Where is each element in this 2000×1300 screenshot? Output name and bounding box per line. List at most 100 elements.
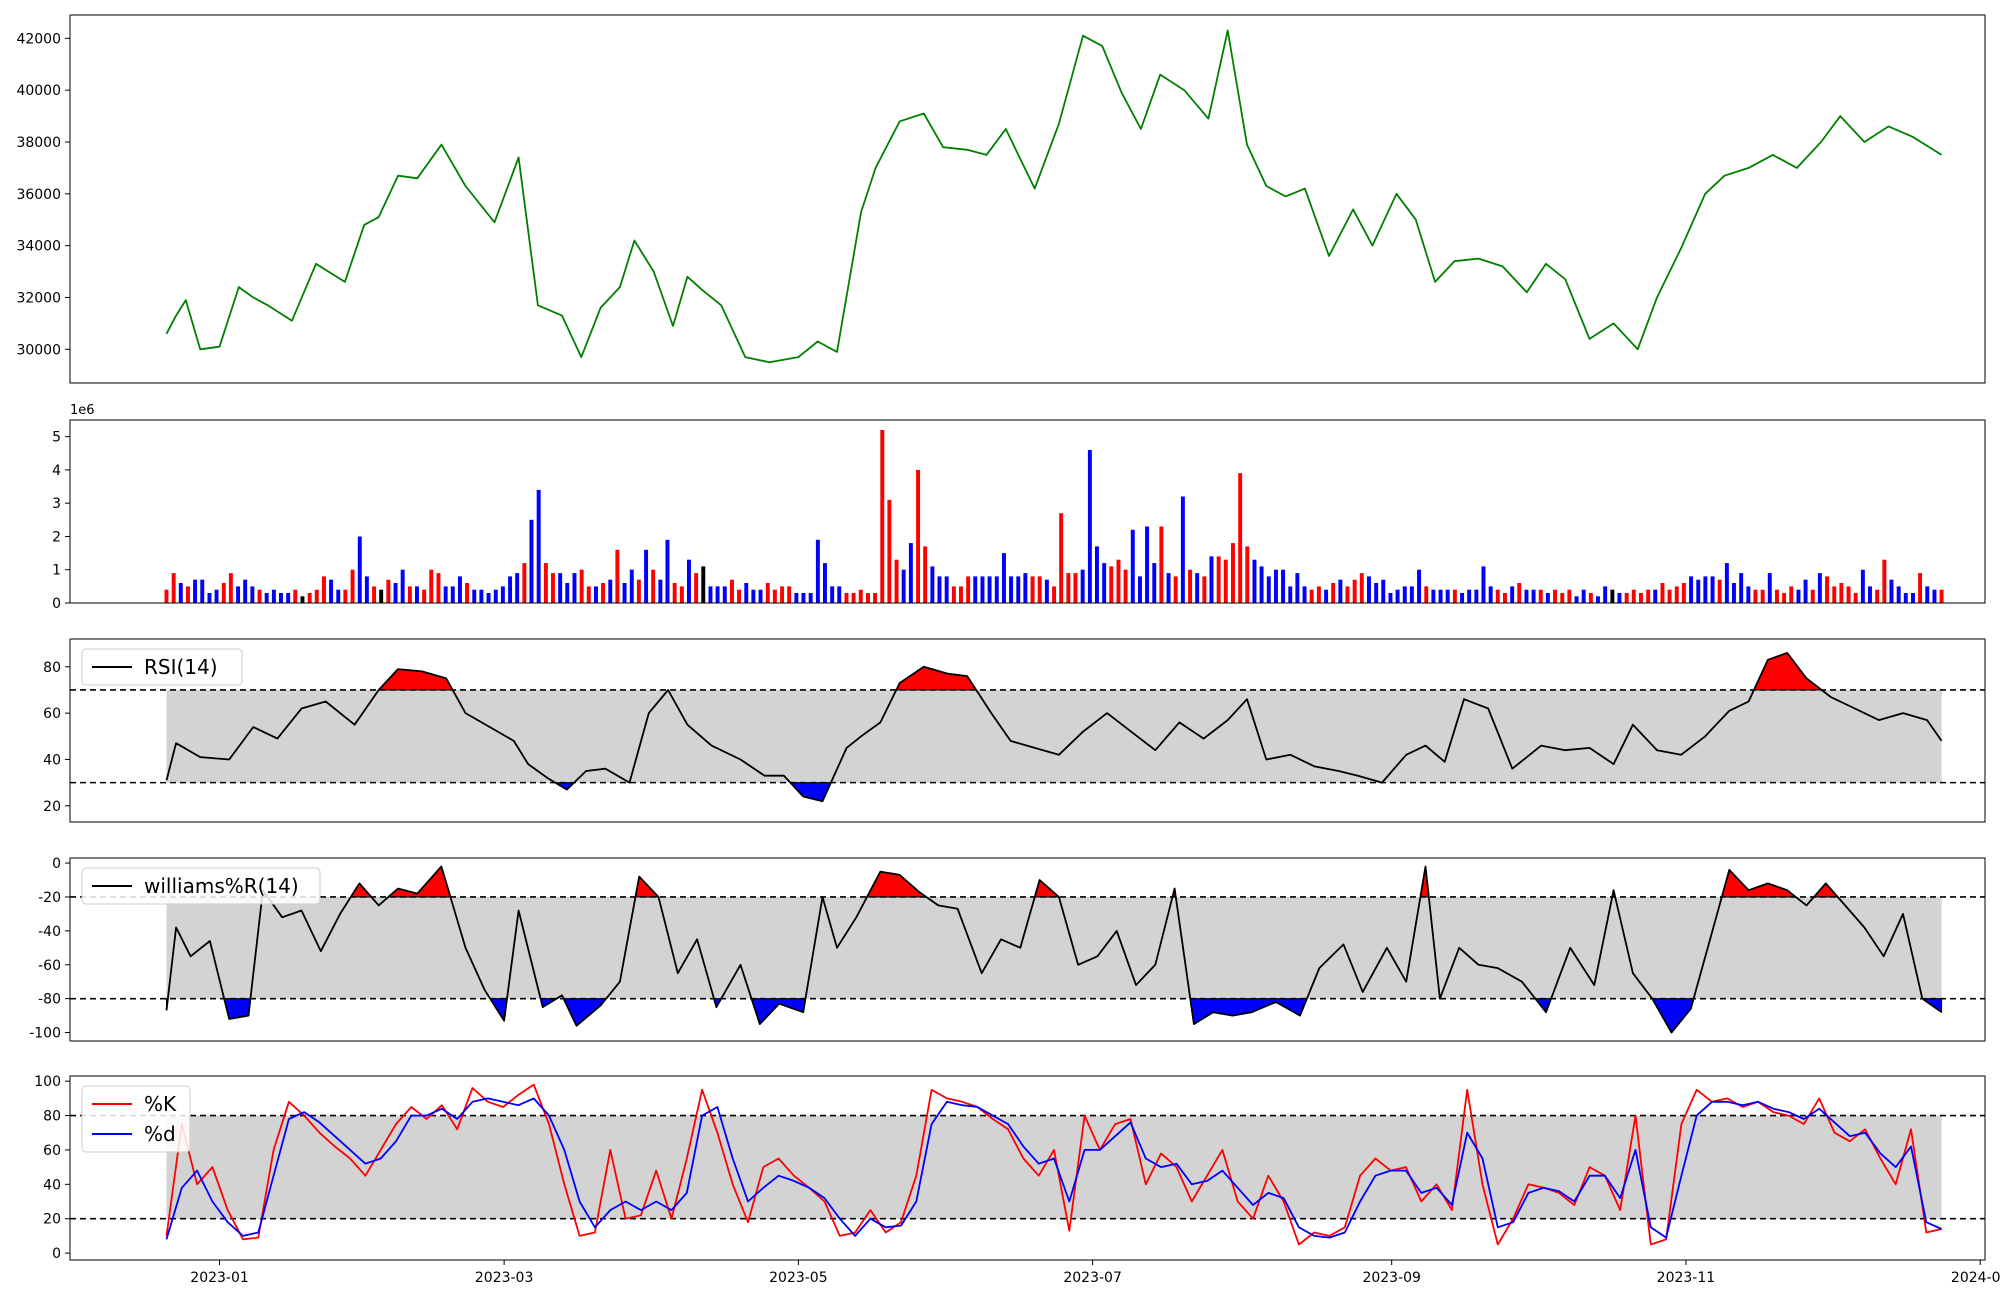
volume-bar [250, 586, 255, 603]
volume-bar [465, 583, 470, 603]
stochastic-axis-ytick-label: 80 [43, 1109, 61, 1125]
rsi-panel-frame [69, 638, 1986, 823]
volume-bar [586, 586, 591, 603]
stochastic-axis-ytick-label: 40 [43, 1177, 61, 1193]
williams-oversold-fill [750, 998, 807, 1026]
volume-bar [1803, 579, 1808, 603]
volume-bar [1868, 586, 1872, 603]
volume-bar [830, 586, 835, 603]
volume-bar [1932, 589, 1937, 603]
volume-bar [1925, 586, 1930, 603]
rsi-legend-label: RSI(14) [144, 655, 218, 679]
volume-bar [615, 549, 620, 603]
volume-bar [364, 576, 369, 603]
volume-bar [1703, 576, 1708, 603]
volume-bar [1603, 586, 1608, 603]
volume-bar [1689, 576, 1694, 603]
volume-bar [1295, 573, 1300, 603]
volume-bar [1359, 573, 1364, 603]
x-axis-tick-label: 2023-11 [1657, 1270, 1716, 1286]
volume-bar [801, 593, 806, 603]
volume-axis-ytick-label: 3 [52, 496, 61, 512]
volume-bar [400, 569, 405, 603]
volume-bar [493, 589, 498, 603]
volume-bar [458, 576, 462, 603]
volume-bar [1180, 496, 1185, 603]
volume-bar [486, 593, 491, 603]
volume-bar [1782, 593, 1787, 603]
rsi-axis-ytick-label: 20 [43, 799, 61, 815]
volume-bar [500, 586, 505, 603]
williams-legend-label: williams%R(14) [144, 874, 299, 898]
volume-bar [1495, 589, 1500, 603]
volume-bar [386, 579, 391, 603]
volume-bar [1517, 583, 1522, 603]
volume-bar [1739, 573, 1744, 603]
volume-bar [844, 593, 849, 603]
volume-bar [594, 586, 598, 603]
x-axis-tick-label: 2023-03 [475, 1270, 534, 1286]
volume-bar [1409, 586, 1414, 603]
volume-bar [1431, 589, 1436, 603]
volume-bar [608, 579, 613, 603]
volume-bar [1617, 593, 1622, 603]
volume-bar [415, 586, 419, 603]
volume-bar [228, 573, 233, 603]
volume-bar [186, 586, 190, 603]
volume-bar [1424, 586, 1429, 603]
volume-bar [1388, 593, 1393, 603]
volume-bar [1095, 546, 1099, 603]
volume-bar [508, 576, 513, 603]
volume-bar [1309, 589, 1314, 603]
price-axis-ytick-label: 34000 [16, 239, 61, 255]
volume-bar [1138, 576, 1142, 603]
volume-bar [1145, 526, 1150, 603]
stochastic-legend-d-label: %d [144, 1122, 176, 1146]
volume-bar [429, 569, 434, 603]
volume-bar [171, 573, 176, 603]
volume-bar [1545, 593, 1550, 603]
volume-bar [1939, 589, 1944, 603]
volume-bar [887, 499, 892, 603]
volume-bar [529, 519, 534, 603]
volume-bar [1796, 589, 1801, 603]
volume-bar [1825, 576, 1830, 603]
volume-bar [636, 579, 641, 603]
volume-bar [1467, 589, 1472, 603]
stochastic-d-line [165, 1097, 1942, 1240]
volume-bar [322, 576, 326, 603]
volume-bar [737, 589, 742, 603]
rsi-axis-ytick-label: 40 [43, 752, 61, 768]
volume-bar [243, 579, 248, 603]
volume-bar [1538, 589, 1543, 603]
volume-bar [357, 536, 362, 603]
volume-bar [1023, 573, 1028, 603]
volume-bar [393, 583, 398, 603]
williams-panel-frame [69, 857, 1986, 1042]
volume-bar [744, 583, 749, 603]
volume-bar [1767, 573, 1772, 603]
volume-axis-ytick-label: 5 [52, 430, 61, 446]
volume-bar [794, 593, 799, 603]
stochastic-axis-ytick-label: 20 [43, 1212, 61, 1228]
volume-bar [944, 576, 949, 603]
volume-bar [951, 586, 956, 603]
volume-bar [1624, 593, 1629, 603]
volume-bar [1775, 589, 1779, 603]
volume-bar [271, 589, 276, 603]
volume-bar [1073, 573, 1078, 603]
volume-bar [787, 586, 792, 603]
volume-bar [1832, 586, 1837, 603]
volume-bar [1460, 593, 1465, 603]
volume-bar [515, 573, 520, 603]
volume-bar [1753, 589, 1758, 603]
volume-bar [193, 579, 198, 603]
volume-bar [1159, 526, 1164, 603]
volume-bar [851, 593, 856, 603]
volume-bar [937, 576, 942, 603]
rsi-neutral-band [166, 689, 1942, 783]
volume-bar [1130, 529, 1135, 603]
volume-bar [1316, 586, 1321, 603]
volume-bar [1810, 589, 1815, 603]
